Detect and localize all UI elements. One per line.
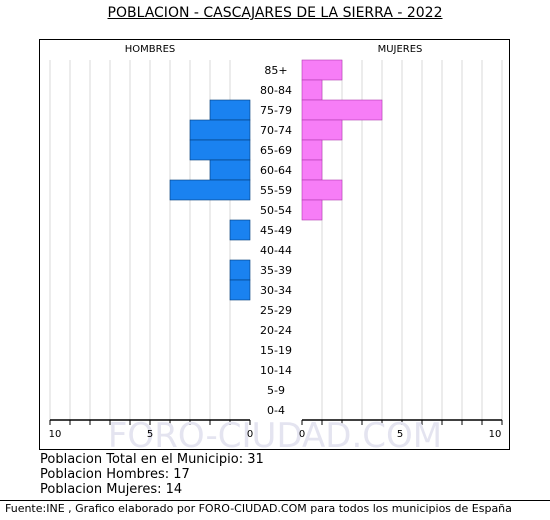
bar-men: [209, 99, 251, 121]
tick-label: 10: [49, 429, 62, 440]
bar-men: [229, 279, 251, 301]
bar-women: [301, 139, 323, 161]
category-label: 40-44: [260, 244, 292, 257]
category-label: 50-54: [260, 204, 292, 217]
women-population-text: Poblacion Mujeres: 14: [40, 482, 183, 497]
bar-women: [301, 179, 343, 201]
category-label: 5-9: [267, 384, 285, 397]
category-label: 75-79: [260, 104, 292, 117]
bar-women: [301, 59, 343, 81]
category-label: 65-69: [260, 144, 292, 157]
tick-label: 0: [299, 429, 305, 440]
category-label: 25-29: [260, 304, 292, 317]
category-label: 70-74: [260, 124, 292, 137]
category-label: 45-49: [260, 224, 292, 237]
bar-women: [301, 99, 383, 121]
bar-women: [301, 119, 343, 141]
bar-women: [301, 159, 323, 181]
category-label: 60-64: [260, 164, 292, 177]
source-footer: Fuente:INE , Grafico elaborado por FORO-…: [5, 502, 512, 515]
bar-men: [229, 259, 251, 281]
men-population-text: Poblacion Hombres: 17: [40, 467, 190, 482]
category-label: 20-24: [260, 324, 292, 337]
category-label: 80-84: [260, 84, 292, 97]
watermark: FORO-CIUDAD.COM: [108, 416, 442, 456]
total-population-text: Poblacion Total en el Municipio: 31: [40, 452, 264, 467]
bar-men: [189, 139, 251, 161]
tick-label: 0: [247, 429, 253, 440]
bar-men: [169, 179, 251, 201]
bar-women: [301, 79, 323, 101]
tick-label: 5: [147, 429, 153, 440]
category-label: 30-34: [260, 284, 292, 297]
category-label: 10-14: [260, 364, 292, 377]
category-label: 85+: [264, 64, 287, 77]
bar-men: [209, 159, 251, 181]
category-label: 35-39: [260, 264, 292, 277]
bar-men: [189, 119, 251, 141]
bar-men: [229, 219, 251, 241]
series-label: MUJERES: [378, 44, 423, 55]
chart-frame: [39, 39, 510, 450]
category-label: 0-4: [267, 404, 285, 417]
category-label: 55-59: [260, 184, 292, 197]
tick-label: 5: [397, 429, 403, 440]
tick-label: 10: [489, 429, 502, 440]
series-label: HOMBRES: [125, 44, 176, 55]
chart-title: POBLACION - CASCAJARES DE LA SIERRA - 20…: [107, 5, 443, 21]
category-label: 15-19: [260, 344, 292, 357]
footer-divider: [0, 500, 550, 501]
bar-women: [301, 199, 323, 221]
